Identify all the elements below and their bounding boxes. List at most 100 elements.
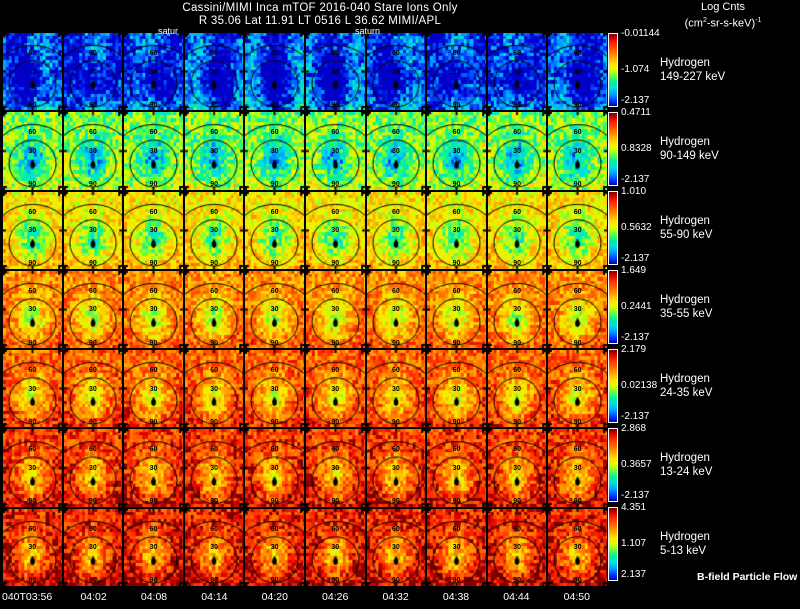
sky-map-panel[interactable]: 60 30 90 [427,270,486,349]
sky-map-panel[interactable]: 60 30 90 [184,429,244,507]
sky-map-panel[interactable]: 60 30 90 [184,191,244,269]
colorbar-tick-label: 2.137 [621,569,647,580]
sky-map-panel[interactable]: 60 30 90 [548,270,607,349]
panel-row: 60 30 90 60 30 90 60 30 90 60 30 90 60 30 90 60 30 90 60 30… [3,33,607,111]
sky-map-panel[interactable]: 60 30 90 [305,270,365,349]
energy-channel-label: Hydrogen 5-13 keV [660,530,710,558]
sky-map-panel[interactable]: 60 30 90 [427,350,486,428]
colorbar-tick-label: -2.137 [621,95,650,106]
sky-map-panel[interactable]: 60 30 90 [63,112,123,190]
sky-map-panel[interactable]: 60 30 90 [305,508,365,586]
sky-map-panel[interactable]: 60 30 90 [124,429,183,507]
sky-map-panel[interactable]: 60 30 90 [305,429,365,507]
species-name: Hydrogen [660,294,710,306]
sky-map-panel[interactable]: 60 30 90 [245,112,304,190]
sky-map-panel[interactable]: 60 30 90 [305,350,365,428]
sky-map-panel[interactable]: 60 30 90 [487,508,547,586]
saturn-label-right: saturn [355,26,381,36]
species-name: Hydrogen [660,452,710,464]
sky-map-panel[interactable]: 60 30 90 [245,350,304,428]
sky-map-panel[interactable]: 60 30 90 [487,33,547,111]
species-name: Hydrogen [660,531,710,543]
sky-map-panel[interactable]: 60 30 90 [427,191,486,269]
time-tick-label: 04:14 [201,591,228,603]
colorbar [608,33,618,107]
sky-map-panel[interactable]: 60 30 90 [548,429,607,507]
time-tick-label: 04:08 [140,591,168,603]
colorbar-tick-label: -0.01144 [621,28,660,39]
colorbar [608,112,618,186]
bfield-note: B-field Particle Flow [697,571,798,583]
sky-map-panel[interactable]: 60 30 90 [427,112,486,190]
sky-map-panel[interactable]: 60 30 90 [184,508,244,586]
sky-map-panel[interactable]: 60 30 90 [548,112,607,190]
sky-map-panel[interactable]: 60 30 90 [427,33,486,111]
sky-map-panel[interactable]: 60 30 90 [427,429,486,507]
energy-channel-label: Hydrogen 149-227 keV [660,56,725,84]
colorbar-title: Log Cnts (cm2-sr-s-keV)-1 [648,1,798,31]
sky-map-panel[interactable]: 60 30 90 [487,191,547,269]
sky-map-panel[interactable]: 60 30 90 [305,33,365,111]
sky-map-panel[interactable]: 60 30 90 [3,33,62,111]
sky-map-panel[interactable]: 60 30 90 [548,33,607,111]
sky-map-panel[interactable]: 60 30 90 [124,270,183,349]
sky-map-panel[interactable]: 60 30 90 [245,33,304,111]
sky-map-panel[interactable]: 60 30 90 [487,350,547,428]
sky-map-panel[interactable]: 60 30 90 [3,508,62,586]
sky-map-panel[interactable]: 60 30 90 [184,33,244,111]
sky-map-panel[interactable]: 60 30 90 [184,270,244,349]
sky-map-panel[interactable]: 60 30 90 [124,112,183,190]
sky-map-panel[interactable]: 60 30 90 [548,350,607,428]
sky-map-panel[interactable]: 60 30 90 [3,191,62,269]
sky-map-panel[interactable]: 60 30 90 [63,270,123,349]
sky-map-panel[interactable]: 60 30 90 [245,508,304,586]
sky-map-panel[interactable]: 60 30 90 [245,429,304,507]
sky-map-panel[interactable]: 60 30 90 [548,191,607,269]
sky-map-panel[interactable]: 60 30 90 [124,33,183,111]
colorbar-tick-label: 0.02138 [621,380,658,391]
cb-units-pre: (cm [684,17,703,30]
sky-map-panel[interactable]: 60 30 90 [124,350,183,428]
sky-map-panel[interactable]: 60 30 90 [366,508,426,586]
sky-map-panel[interactable]: 60 30 90 [124,508,183,586]
sky-map-panel[interactable]: 60 30 90 [366,112,426,190]
sky-map-panel[interactable]: 60 30 90 [245,191,304,269]
sky-map-panel[interactable]: 60 30 90 [3,270,62,349]
sky-map-panel[interactable]: 60 30 90 [3,112,62,190]
colorbar-tick-label: -1.074 [621,64,650,75]
panel-row: 60 30 90 60 30 90 60 30 90 60 30 90 60 30 90 60 30 90 60 30… [3,270,607,349]
panel-row: 60 30 90 60 30 90 60 30 90 60 30 90 60 30 90 60 30 90 60 30… [3,508,607,586]
sky-map-panel[interactable]: 60 30 90 [3,429,62,507]
sky-map-panel[interactable]: 60 30 90 [245,270,304,349]
sky-map-panel[interactable]: 60 30 90 [184,112,244,190]
sky-map-panel[interactable]: 60 30 90 [124,191,183,269]
sky-map-panel[interactable]: 60 30 90 [305,191,365,269]
time-tick-label: 04:44 [503,591,530,603]
sky-map-panel[interactable]: 60 30 90 [184,350,244,428]
sky-map-panel[interactable]: 60 30 90 [487,112,547,190]
energy-range: 5-13 keV [660,545,707,557]
energy-range: 24-35 keV [660,387,713,399]
colorbar-tick-label: 2.868 [621,423,647,434]
time-tick-label: 04:02 [80,591,107,603]
energy-range: 35-55 keV [660,308,713,320]
sky-map-panel[interactable]: 60 30 90 [366,270,426,349]
colorbar-tick-label: 1.107 [621,538,647,549]
sky-map-panel[interactable]: 60 30 90 [548,508,607,586]
sky-map-panel[interactable]: 60 30 90 [366,429,426,507]
sky-map-panel[interactable]: 60 30 90 [3,350,62,428]
sky-map-panel[interactable]: 60 30 90 [366,191,426,269]
sky-map-panel[interactable]: 60 30 90 [63,33,123,111]
sky-map-panel[interactable]: 60 30 90 [366,350,426,428]
sky-map-panel[interactable]: 60 30 90 [427,508,486,586]
sky-map-panel[interactable]: 60 30 90 [487,429,547,507]
sky-map-panel[interactable]: 60 30 90 [63,508,123,586]
sky-map-panel[interactable]: 60 30 90 [366,33,426,111]
energy-range: 13-24 keV [660,466,713,478]
sky-map-panel[interactable]: 60 30 90 [487,270,547,349]
sky-map-panel[interactable]: 60 30 90 [305,112,365,190]
sky-map-panel[interactable]: 60 30 90 [63,191,123,269]
sky-map-panel[interactable]: 60 30 90 [63,350,123,428]
sky-map-panel[interactable]: 60 30 90 [63,429,123,507]
time-tick-label: 04:20 [261,591,288,603]
